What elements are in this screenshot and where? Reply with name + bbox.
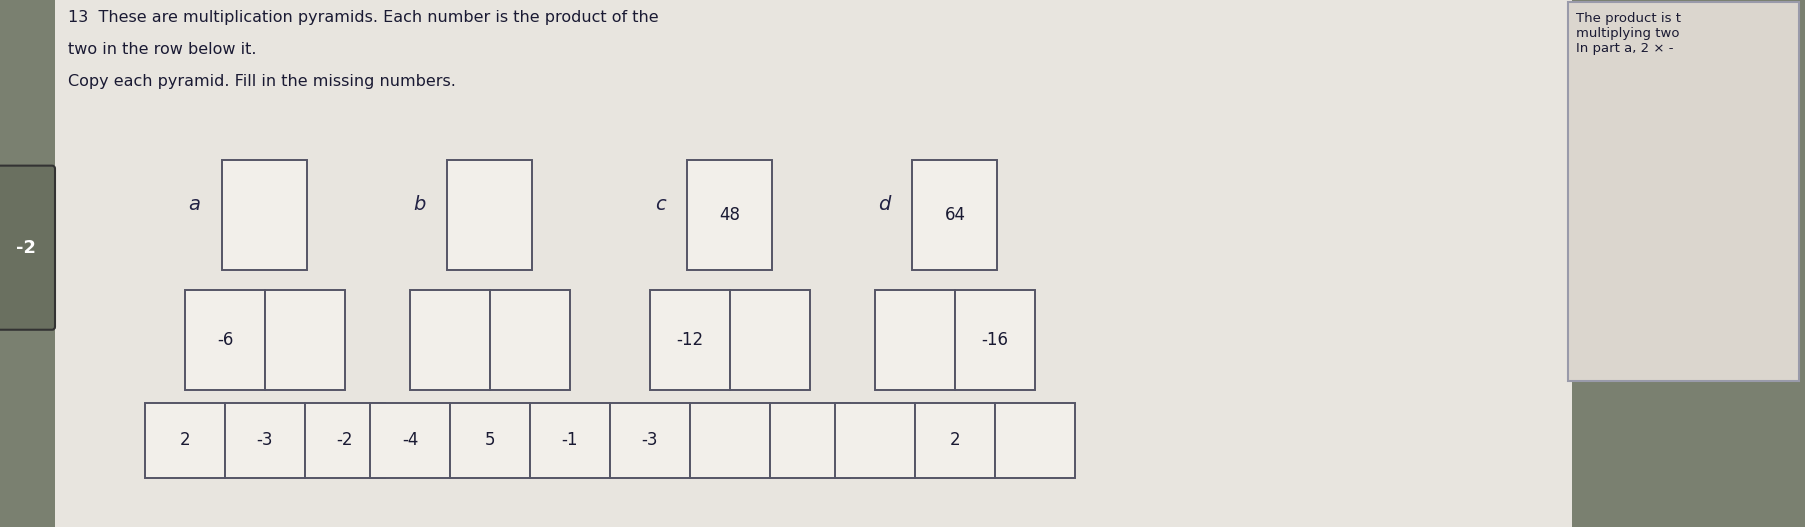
Bar (912, 160, 996, 270)
Text: 2: 2 (949, 431, 960, 449)
Bar (690, 403, 769, 477)
Text: c: c (655, 196, 664, 214)
Text: -2: -2 (16, 239, 36, 257)
Text: 48: 48 (718, 206, 740, 224)
Text: -3: -3 (256, 431, 273, 449)
Bar (688, 160, 773, 270)
Bar (1567, 2, 1798, 382)
Bar (222, 160, 307, 270)
Bar (144, 403, 226, 477)
Text: -16: -16 (980, 331, 1007, 349)
Bar (410, 290, 489, 390)
Text: d: d (877, 196, 890, 214)
Bar (650, 290, 729, 390)
Text: 64: 64 (944, 206, 966, 224)
Bar (769, 403, 850, 477)
FancyBboxPatch shape (0, 165, 54, 330)
Text: Copy each pyramid. Fill in the missing numbers.: Copy each pyramid. Fill in the missing n… (69, 74, 455, 89)
Text: -3: -3 (641, 431, 657, 449)
Bar (915, 403, 995, 477)
Text: two in the row below it.: two in the row below it. (69, 42, 256, 57)
Bar (54, 0, 1570, 527)
Bar (955, 290, 1034, 390)
Bar (529, 403, 610, 477)
Text: -2: -2 (336, 431, 354, 449)
Text: 5: 5 (484, 431, 495, 449)
Text: 13  These are multiplication pyramids. Each number is the product of the: 13 These are multiplication pyramids. Ea… (69, 10, 659, 25)
Bar (610, 403, 690, 477)
Text: -6: -6 (217, 331, 233, 349)
Bar (834, 403, 915, 477)
Bar (265, 290, 345, 390)
Bar (489, 290, 570, 390)
Bar (874, 290, 955, 390)
Bar (226, 403, 305, 477)
Text: a: a (188, 196, 200, 214)
Text: -12: -12 (677, 331, 704, 349)
Text: The product is t
multiplying two
In part a, 2 × -: The product is t multiplying two In part… (1574, 12, 1680, 55)
Bar (305, 403, 384, 477)
Bar (995, 403, 1074, 477)
Bar (449, 403, 529, 477)
Text: 2: 2 (179, 431, 190, 449)
Text: -1: -1 (561, 431, 578, 449)
Bar (370, 403, 449, 477)
Bar (184, 290, 265, 390)
Bar (729, 290, 810, 390)
Text: b: b (413, 196, 426, 214)
Text: -4: -4 (401, 431, 419, 449)
Bar (448, 160, 532, 270)
